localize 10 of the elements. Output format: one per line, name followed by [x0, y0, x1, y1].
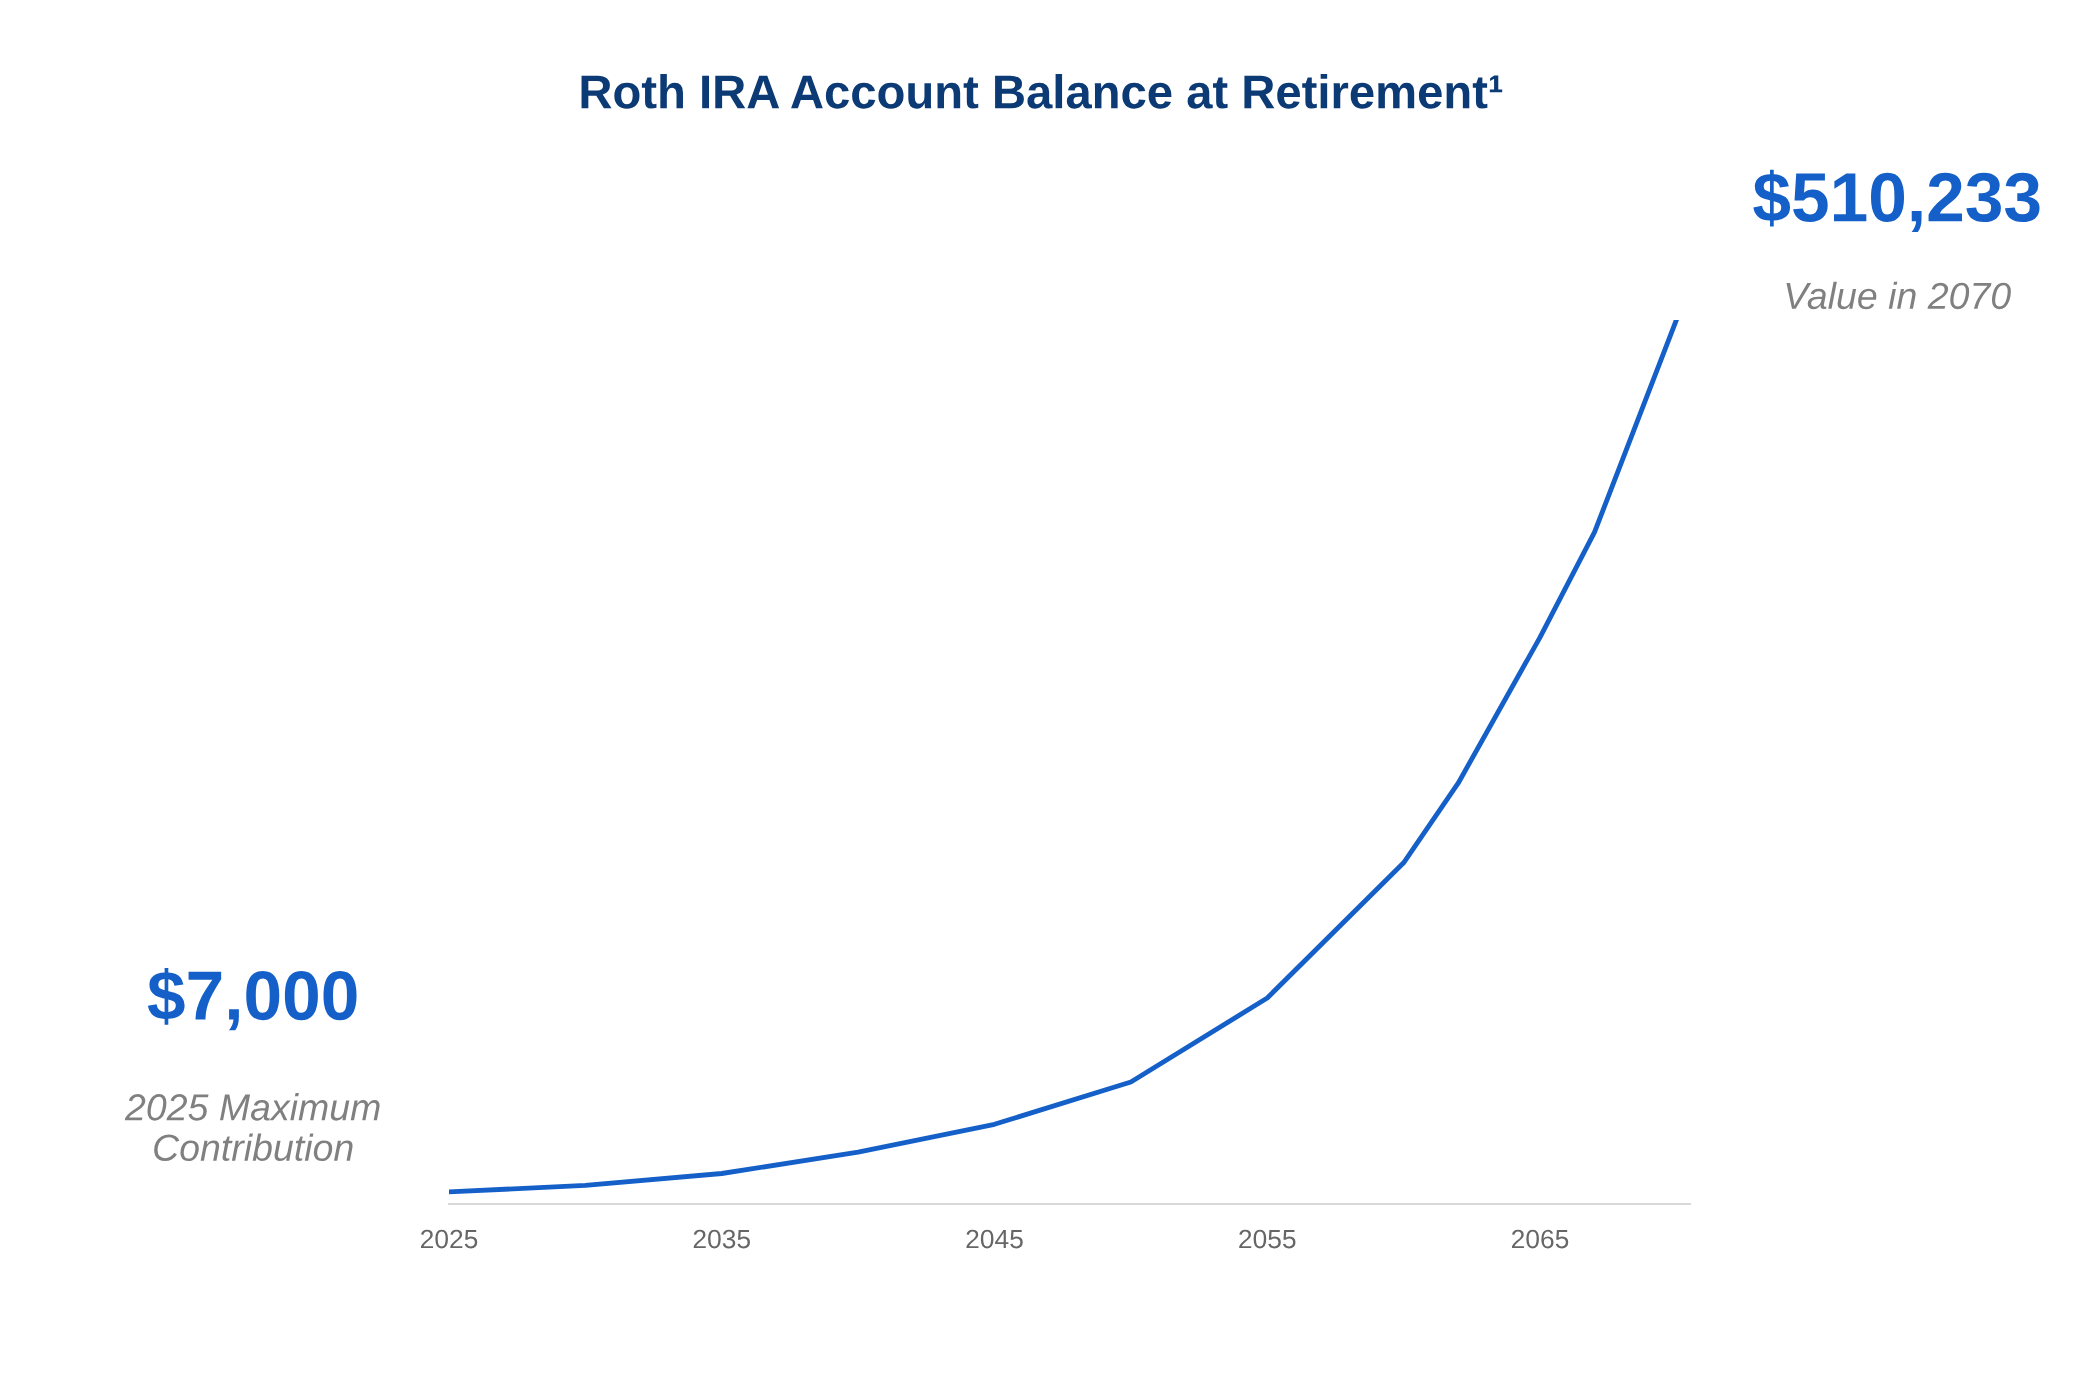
chart-title: Roth IRA Account Balance at Retirement¹: [581, 73, 1503, 109]
text: $7,000: [147, 968, 357, 1031]
x-tick-label: 2065: [1511, 1229, 1569, 1249]
x-tick-label: 2055: [1239, 1229, 1296, 1249]
x-tick-label: 2045: [966, 1229, 1023, 1249]
x-tick-label: 2035: [693, 1229, 750, 1249]
text: 2025 Maximum Contribution: [124, 1093, 380, 1162]
text: $510,233: [1753, 169, 2040, 233]
x-tick-label: 2025: [420, 1229, 478, 1249]
text: Value in 2070: [1786, 281, 2011, 310]
